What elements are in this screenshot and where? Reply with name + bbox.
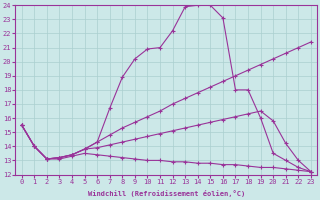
X-axis label: Windchill (Refroidissement éolien,°C): Windchill (Refroidissement éolien,°C) (88, 190, 245, 197)
